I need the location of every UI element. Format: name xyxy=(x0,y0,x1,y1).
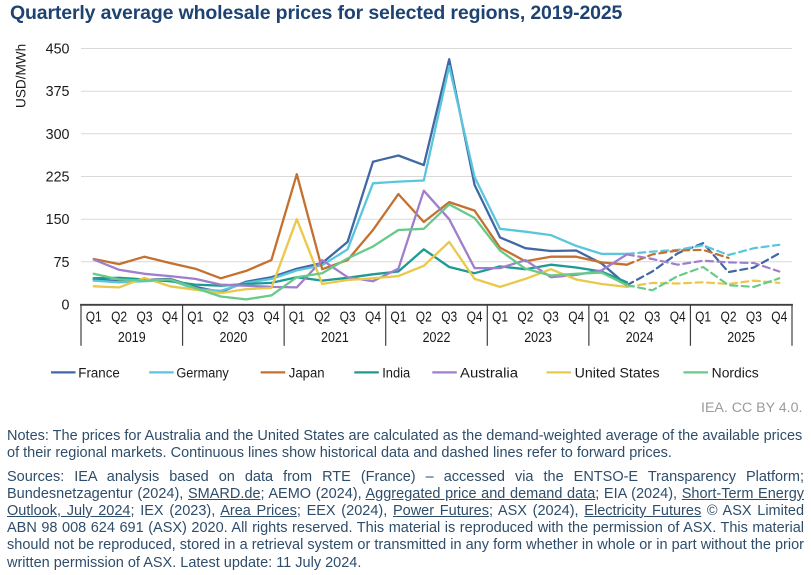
svg-text:2019: 2019 xyxy=(118,330,146,346)
svg-text:Q3: Q3 xyxy=(644,309,660,325)
svg-text:Q2: Q2 xyxy=(314,309,330,325)
svg-text:2025: 2025 xyxy=(727,330,755,346)
svg-text:Q4: Q4 xyxy=(568,309,584,325)
svg-text:75: 75 xyxy=(54,255,70,271)
svg-text:France: France xyxy=(78,366,120,381)
svg-text:2021: 2021 xyxy=(321,330,349,346)
svg-text:Germany: Germany xyxy=(176,366,229,381)
svg-text:Q1: Q1 xyxy=(390,309,406,325)
svg-text:2023: 2023 xyxy=(524,330,552,346)
svg-text:225: 225 xyxy=(46,170,70,186)
svg-text:Q2: Q2 xyxy=(416,309,432,325)
svg-text:Q2: Q2 xyxy=(721,309,737,325)
svg-text:Q4: Q4 xyxy=(771,309,787,325)
svg-text:Q2: Q2 xyxy=(111,309,127,325)
svg-text:Q1: Q1 xyxy=(187,309,203,325)
svg-text:Q3: Q3 xyxy=(441,309,457,325)
svg-text:Q2: Q2 xyxy=(619,309,635,325)
svg-text:Q3: Q3 xyxy=(340,309,356,325)
svg-text:150: 150 xyxy=(46,212,70,228)
svg-text:2020: 2020 xyxy=(220,330,248,346)
svg-text:Q3: Q3 xyxy=(543,309,559,325)
svg-text:375: 375 xyxy=(46,84,70,100)
svg-text:Q3: Q3 xyxy=(746,309,762,325)
svg-text:Q2: Q2 xyxy=(213,309,229,325)
svg-text:India: India xyxy=(382,366,410,381)
svg-text:450: 450 xyxy=(46,42,70,58)
svg-text:2024: 2024 xyxy=(626,330,654,346)
svg-text:Q4: Q4 xyxy=(467,309,483,325)
svg-text:Q1: Q1 xyxy=(492,309,508,325)
svg-text:Q4: Q4 xyxy=(162,309,178,325)
svg-text:United States: United States xyxy=(575,366,660,381)
svg-text:Q4: Q4 xyxy=(670,309,686,325)
svg-text:Q1: Q1 xyxy=(594,309,610,325)
svg-text:Q1: Q1 xyxy=(695,309,711,325)
svg-text:USD/MWh: USD/MWh xyxy=(14,44,29,108)
svg-text:Q3: Q3 xyxy=(137,309,153,325)
svg-text:Nordics: Nordics xyxy=(712,366,759,381)
svg-text:Q3: Q3 xyxy=(238,309,254,325)
svg-text:Q2: Q2 xyxy=(517,309,533,325)
svg-text:Q4: Q4 xyxy=(263,309,279,325)
svg-text:Q1: Q1 xyxy=(86,309,102,325)
svg-text:Q1: Q1 xyxy=(289,309,305,325)
svg-text:300: 300 xyxy=(46,127,70,143)
svg-text:0: 0 xyxy=(62,298,70,314)
svg-text:Japan: Japan xyxy=(289,366,325,381)
svg-text:2022: 2022 xyxy=(423,330,451,346)
svg-text:Q4: Q4 xyxy=(365,309,381,325)
svg-text:Australia: Australia xyxy=(460,366,519,381)
